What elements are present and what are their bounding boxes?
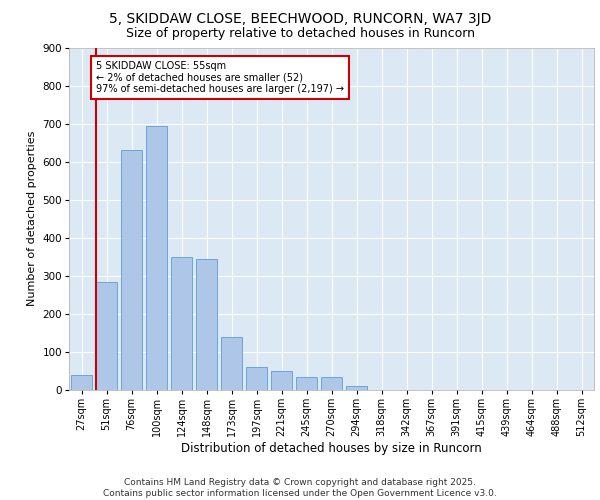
Bar (71, 375, 92, 390)
Bar (321, 376, 342, 390)
Bar (246, 367, 267, 390)
Text: 5, SKIDDAW CLOSE, BEECHWOOD, RUNCORN, WA7 3JD: 5, SKIDDAW CLOSE, BEECHWOOD, RUNCORN, WA… (109, 12, 491, 26)
Bar (221, 336, 242, 390)
Bar (96, 282, 117, 390)
Text: 5 SKIDDAW CLOSE: 55sqm
← 2% of detached houses are smaller (52)
97% of semi-deta: 5 SKIDDAW CLOSE: 55sqm ← 2% of detached … (96, 61, 344, 94)
Text: Size of property relative to detached houses in Runcorn: Size of property relative to detached ho… (125, 28, 475, 40)
Bar (121, 150, 142, 390)
Y-axis label: Number of detached properties: Number of detached properties (27, 131, 37, 306)
Bar (196, 258, 217, 390)
X-axis label: Distribution of detached houses by size in Runcorn: Distribution of detached houses by size … (181, 442, 482, 455)
Bar (346, 386, 367, 390)
Bar (271, 371, 292, 390)
Text: Contains HM Land Registry data © Crown copyright and database right 2025.
Contai: Contains HM Land Registry data © Crown c… (103, 478, 497, 498)
Bar (296, 376, 317, 390)
Bar (146, 126, 167, 390)
Bar (171, 257, 192, 390)
